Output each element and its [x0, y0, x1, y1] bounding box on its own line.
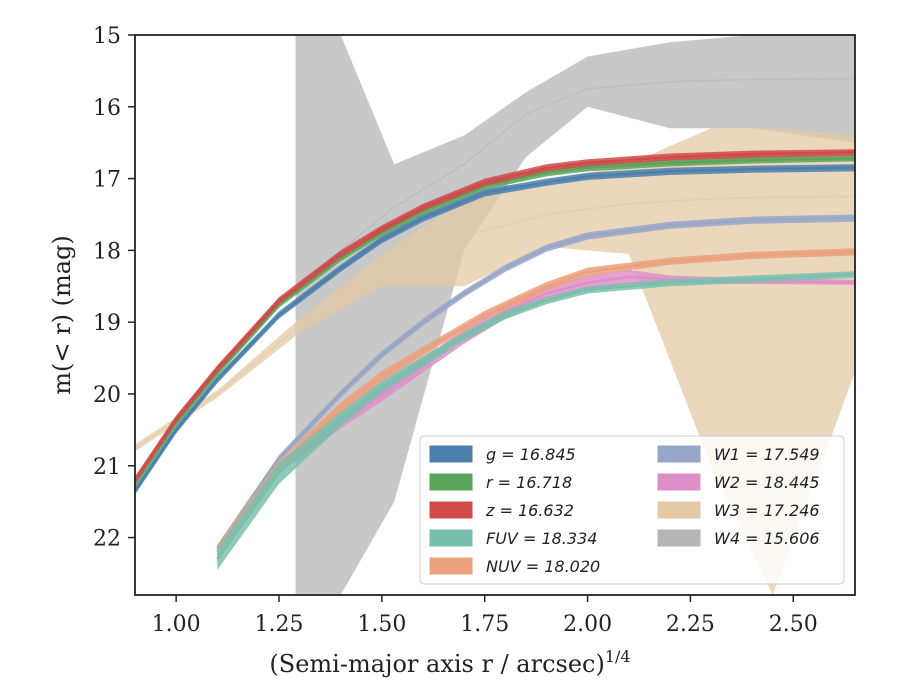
legend-swatch — [657, 529, 701, 547]
y-tick-label: 18 — [93, 239, 121, 264]
legend-swatch — [429, 529, 473, 547]
x-axis-label-text: (Semi-major axis r / arcsec) — [269, 650, 604, 678]
x-tick-label: 1.50 — [357, 612, 406, 637]
y-tick-label: 22 — [93, 527, 121, 552]
legend-swatch — [429, 473, 473, 491]
legend-swatch — [657, 501, 701, 519]
y-tick-label: 19 — [93, 311, 121, 336]
legend: g = 16.845 r = 16.718 z = 16.632 FUV = 18.3… — [419, 435, 845, 585]
x-tick-label: 2.50 — [769, 612, 818, 637]
x-axis-label-superscript: 1/4 — [605, 647, 631, 666]
legend-label: FUV = 18.334 — [486, 529, 597, 548]
y-tick-label: 15 — [93, 24, 121, 49]
legend-label: W1 = 17.549 — [714, 445, 820, 464]
legend-swatch — [657, 445, 701, 463]
x-axis: 1.00 1.25 1.50 1.75 2.00 2.25 2.50 — [152, 595, 818, 637]
legend-swatch — [429, 501, 473, 519]
legend-label: W3 = 17.246 — [714, 501, 820, 520]
x-tick-label: 2.25 — [666, 612, 715, 637]
line-w4 — [295, 77, 855, 287]
legend-label: NUV = 18.020 — [486, 557, 600, 576]
x-axis-label: (Semi-major axis r / arcsec)1/4 — [269, 647, 630, 678]
plot-area — [135, 35, 855, 595]
legend-swatch — [429, 557, 473, 575]
y-axis: 15 16 17 18 19 20 21 22 — [93, 24, 135, 552]
legend-label: W4 = 15.606 — [714, 529, 820, 548]
legend-label: r = 16.718 — [486, 473, 572, 492]
line-g — [135, 166, 855, 492]
legend-label: W2 = 18.445 — [714, 473, 820, 492]
line-z — [135, 150, 855, 481]
plot-frame — [134, 34, 856, 596]
x-tick-label: 1.00 — [152, 612, 201, 637]
legend-label: z = 16.632 — [485, 501, 574, 520]
line-nuv — [216, 250, 855, 553]
legend-frame — [419, 435, 845, 585]
x-tick-label: 1.25 — [255, 612, 304, 637]
band-w4 — [295, 35, 855, 595]
line-w1 — [216, 216, 855, 550]
line-fuv — [216, 273, 855, 560]
legend-swatch — [429, 445, 473, 463]
band-fuv — [217, 271, 855, 570]
y-tick-label: 20 — [93, 383, 121, 408]
y-tick-label: 16 — [93, 96, 121, 121]
y-axis-label: m(< r) (mag) — [48, 235, 76, 394]
band-w3 — [135, 128, 855, 595]
y-tick-label: 21 — [93, 455, 121, 480]
x-tick-label: 2.00 — [563, 612, 612, 637]
legend-label: g = 16.845 — [486, 445, 576, 464]
legend-swatch — [657, 473, 701, 491]
line-w3 — [135, 195, 855, 449]
y-tick-label: 17 — [93, 168, 121, 193]
x-tick-label: 1.75 — [460, 612, 509, 637]
